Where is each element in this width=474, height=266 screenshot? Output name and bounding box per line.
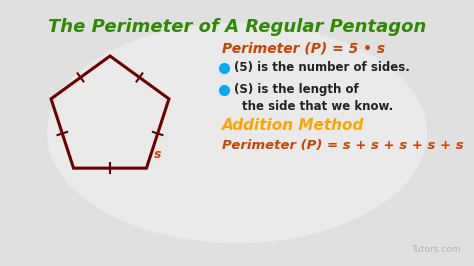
Text: The Perimeter of A Regular Pentagon: The Perimeter of A Regular Pentagon xyxy=(48,18,426,36)
Text: Perimeter (P) = s + s + s + s + s: Perimeter (P) = s + s + s + s + s xyxy=(222,139,464,152)
Ellipse shape xyxy=(47,23,427,243)
Text: Tutors.com: Tutors.com xyxy=(410,245,460,254)
Text: Perimeter (P) = 5 • s: Perimeter (P) = 5 • s xyxy=(222,42,385,56)
Text: (5) is the number of sides.: (5) is the number of sides. xyxy=(234,61,410,74)
Text: s: s xyxy=(154,148,162,160)
Text: the side that we know.: the side that we know. xyxy=(242,100,393,113)
Text: Addition Method: Addition Method xyxy=(222,118,365,133)
Text: (S) is the length of: (S) is the length of xyxy=(234,83,359,96)
